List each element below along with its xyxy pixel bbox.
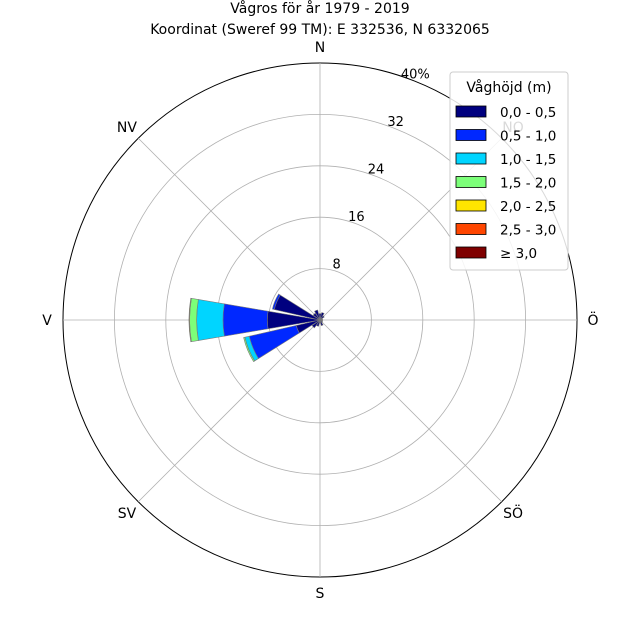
- radial-tick-label: 40%: [401, 68, 430, 83]
- legend-items: 0,0 - 0,5 0,5 - 1,0 1,0 - 1,5 1,5 - 2,0 2,0 …: [455, 105, 556, 262]
- grid-spoke: [137, 319, 321, 503]
- direction-label: NV: [117, 120, 137, 136]
- bar-segment-292.5deg-1: [272, 293, 281, 310]
- radial-tick-labels: 8 16 24 32 40%: [333, 68, 430, 273]
- legend: Våghöjd (m) 0,0 - 0,5 0,5 - 1,0 1,0 - 1,5 1…: [449, 71, 569, 271]
- legend-label: 1,0 - 1,5: [500, 152, 556, 168]
- legend-label: 2,0 - 2,5: [500, 199, 556, 215]
- radial-tick-label: 16: [348, 210, 365, 225]
- radial-tick-label: 8: [333, 258, 341, 273]
- legend-swatch: [455, 246, 487, 259]
- direction-label: V: [42, 313, 52, 329]
- direction-label: SÖ: [503, 504, 523, 522]
- legend-label: 0,0 - 0,5: [500, 105, 556, 121]
- grid-spoke: [319, 319, 503, 503]
- legend-frame: [449, 71, 569, 271]
- legend-swatch: [455, 223, 487, 235]
- legend-title: Våghöjd (m): [466, 79, 551, 96]
- legend-label: 2,5 - 3,0: [500, 223, 556, 239]
- radial-tick-label: 24: [368, 163, 385, 178]
- bar-segment-270deg-2: [196, 299, 225, 341]
- direction-label: S: [316, 586, 325, 602]
- legend-swatch: [455, 199, 487, 212]
- direction-label: SV: [118, 506, 137, 522]
- polar-grid: [62, 62, 578, 578]
- legend-label: 0,5 - 1,0: [500, 129, 556, 145]
- bar-segment-337.5deg-0: [314, 309, 321, 321]
- bar-segment-270deg-4: [188, 297, 192, 343]
- chart-title: Vågros för år 1979 - 2019: [230, 0, 409, 17]
- legend-label: 1,5 - 2,0: [500, 176, 556, 192]
- legend-swatch: [455, 176, 487, 188]
- legend-swatch: [455, 129, 487, 141]
- direction-label: N: [315, 40, 325, 56]
- bar-segment-247.5deg-3: [243, 336, 256, 363]
- bar-segment-270deg-1: [222, 303, 269, 337]
- grid-spoke: [137, 137, 321, 321]
- legend-swatch: [455, 152, 487, 165]
- legend-label: ≥ 3,0: [500, 246, 537, 262]
- bars-layer: [188, 293, 325, 363]
- chart-subtitle: Koordinat (Sweref 99 TM): E 332536, N 63…: [150, 22, 490, 38]
- radial-tick-label: 32: [387, 115, 404, 130]
- direction-label: Ö: [587, 311, 598, 329]
- legend-swatch: [455, 105, 487, 118]
